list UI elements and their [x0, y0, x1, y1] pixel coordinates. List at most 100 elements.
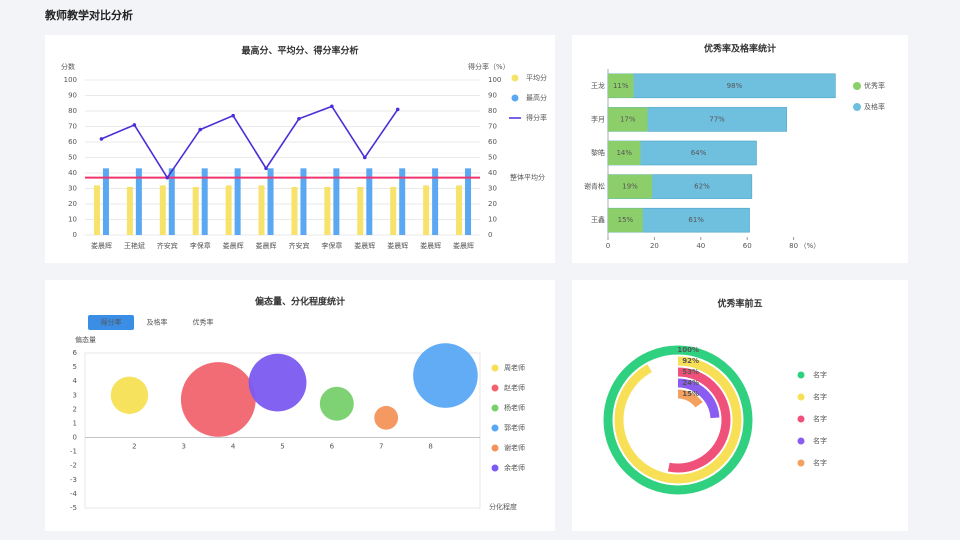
x-tick-label: 20 [650, 242, 659, 250]
y-axis-label: 偏态量 [75, 335, 96, 344]
x-tick-label: 6 [330, 443, 335, 451]
y-tick-label: 李月 [591, 114, 605, 123]
line-point [198, 127, 203, 132]
legend-label: 名字 [813, 370, 827, 379]
bar [300, 168, 307, 235]
value-label: 61% [688, 216, 704, 224]
tab[interactable]: 及格率 [147, 318, 168, 327]
y-tick-label: 4 [73, 377, 78, 385]
y-tick-label: 20 [68, 200, 77, 208]
line-point [99, 137, 104, 141]
legend-label: 名字 [813, 458, 827, 467]
legend-label: 名字 [813, 414, 827, 423]
bubble [413, 343, 478, 408]
y2-tick-label: 50 [488, 154, 497, 162]
y-tick-label: 60 [68, 138, 77, 146]
value-label: 15% [618, 216, 634, 224]
bar [192, 186, 199, 235]
x-axis-label: 分化程度 [489, 502, 517, 511]
legend-label: 杨老师 [504, 403, 525, 412]
y-tick-label: 2 [73, 405, 77, 413]
x-tick-label: 王艳斌 [124, 241, 145, 250]
y2-tick-label: 80 [488, 107, 497, 115]
y2-tick-label: 30 [488, 185, 497, 193]
tab[interactable]: 得分率 [101, 318, 122, 327]
legend-swatch [511, 94, 519, 102]
y-tick-label: -4 [70, 490, 78, 498]
bar [456, 185, 463, 235]
bubble [248, 353, 307, 412]
legend-swatch [797, 459, 805, 467]
y-tick-label: 5 [73, 363, 77, 371]
x-tick-label: 3 [182, 443, 186, 451]
x-tick-label: 8 [428, 443, 432, 451]
legend-swatch [491, 384, 499, 392]
line-point [362, 155, 367, 160]
ring [647, 389, 709, 451]
panel [572, 280, 908, 531]
bar [258, 185, 265, 235]
value-label: 100% [677, 346, 699, 354]
line-point [264, 166, 268, 171]
x-tick-label: 娄晨辉 [387, 241, 408, 250]
value-label: 24% [682, 379, 699, 387]
ring [614, 356, 742, 484]
legend-swatch [491, 424, 499, 432]
bubble [110, 376, 149, 414]
x-tick-label: 7 [379, 443, 383, 451]
y-tick-label: 100 [64, 76, 77, 84]
tab[interactable]: 优秀率 [193, 318, 214, 327]
legend-swatch [797, 371, 805, 379]
legend-swatch [491, 364, 499, 372]
bar [93, 185, 100, 235]
x-tick-label: 齐安宾 [157, 241, 178, 250]
y-tick-label: -1 [70, 448, 77, 456]
chart-title: 优秀率及格率统计 [704, 43, 776, 55]
y-tick-label: -2 [70, 462, 77, 470]
value-label: 98% [727, 82, 743, 90]
y-tick-label: 3 [73, 391, 77, 399]
legend-swatch [797, 393, 805, 401]
y2-tick-label: 40 [488, 169, 497, 177]
y2-tick-label: 60 [488, 138, 497, 146]
chart-title: 偏态量、分化程度统计 [255, 296, 345, 308]
bar [291, 186, 298, 235]
bar [102, 168, 109, 235]
value-label: 92% [682, 357, 699, 365]
legend-label: 赵老师 [504, 383, 525, 392]
bar [607, 73, 836, 99]
bar [423, 185, 430, 235]
y-tick-label: 黎皓 [591, 148, 605, 157]
y-tick-label: 王龙 [591, 81, 605, 90]
x-tick-label: 娄晨辉 [453, 241, 474, 250]
bubble [319, 386, 354, 421]
legend-label: 周老师 [504, 363, 525, 372]
bar [333, 168, 340, 235]
legend-swatch [491, 444, 499, 452]
bar [168, 168, 175, 235]
line-point [395, 107, 400, 112]
bar [126, 186, 133, 235]
legend-swatch [511, 74, 519, 82]
y-tick-label: 谢青松 [584, 182, 605, 191]
y-tick-label: 1 [73, 419, 77, 427]
y2-tick-label: 0 [488, 231, 492, 239]
value-label: 64% [691, 149, 707, 157]
y-tick-label: 0 [73, 231, 77, 239]
x-tick-label: 60 [743, 242, 752, 250]
legend-swatch [491, 404, 499, 412]
value-label: 17% [620, 115, 636, 123]
y-tick-label: -3 [70, 476, 77, 484]
value-label: 15% [682, 390, 699, 398]
bar [267, 168, 274, 235]
bar [135, 168, 142, 235]
x-tick-label: 娄晨辉 [91, 241, 112, 250]
legend-swatch [491, 464, 499, 472]
legend-label: 及格率 [864, 102, 885, 111]
value-label: 53% [682, 368, 699, 376]
y-tick-label: 6 [73, 349, 78, 357]
y-tick-label: 40 [68, 169, 77, 177]
x-tick-label: 李保章 [190, 241, 211, 250]
bar [201, 168, 208, 235]
